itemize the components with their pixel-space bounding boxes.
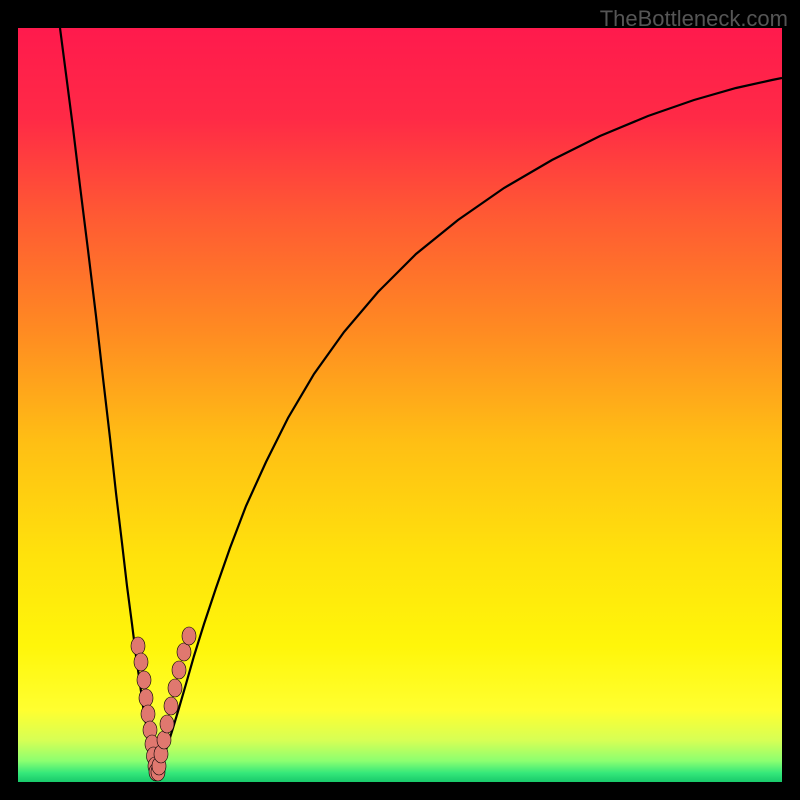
data-marker (168, 679, 182, 697)
data-marker (160, 715, 174, 733)
gradient-background (18, 28, 782, 782)
data-marker (139, 689, 153, 707)
data-marker (157, 731, 171, 749)
data-marker (177, 643, 191, 661)
data-marker (134, 653, 148, 671)
data-marker (131, 637, 145, 655)
data-marker (141, 705, 155, 723)
data-marker (172, 661, 186, 679)
watermark-text: TheBottleneck.com (600, 6, 788, 32)
bottleneck-chart (18, 28, 782, 782)
data-marker (164, 697, 178, 715)
data-marker (182, 627, 196, 645)
chart-container (18, 28, 782, 782)
data-marker (137, 671, 151, 689)
